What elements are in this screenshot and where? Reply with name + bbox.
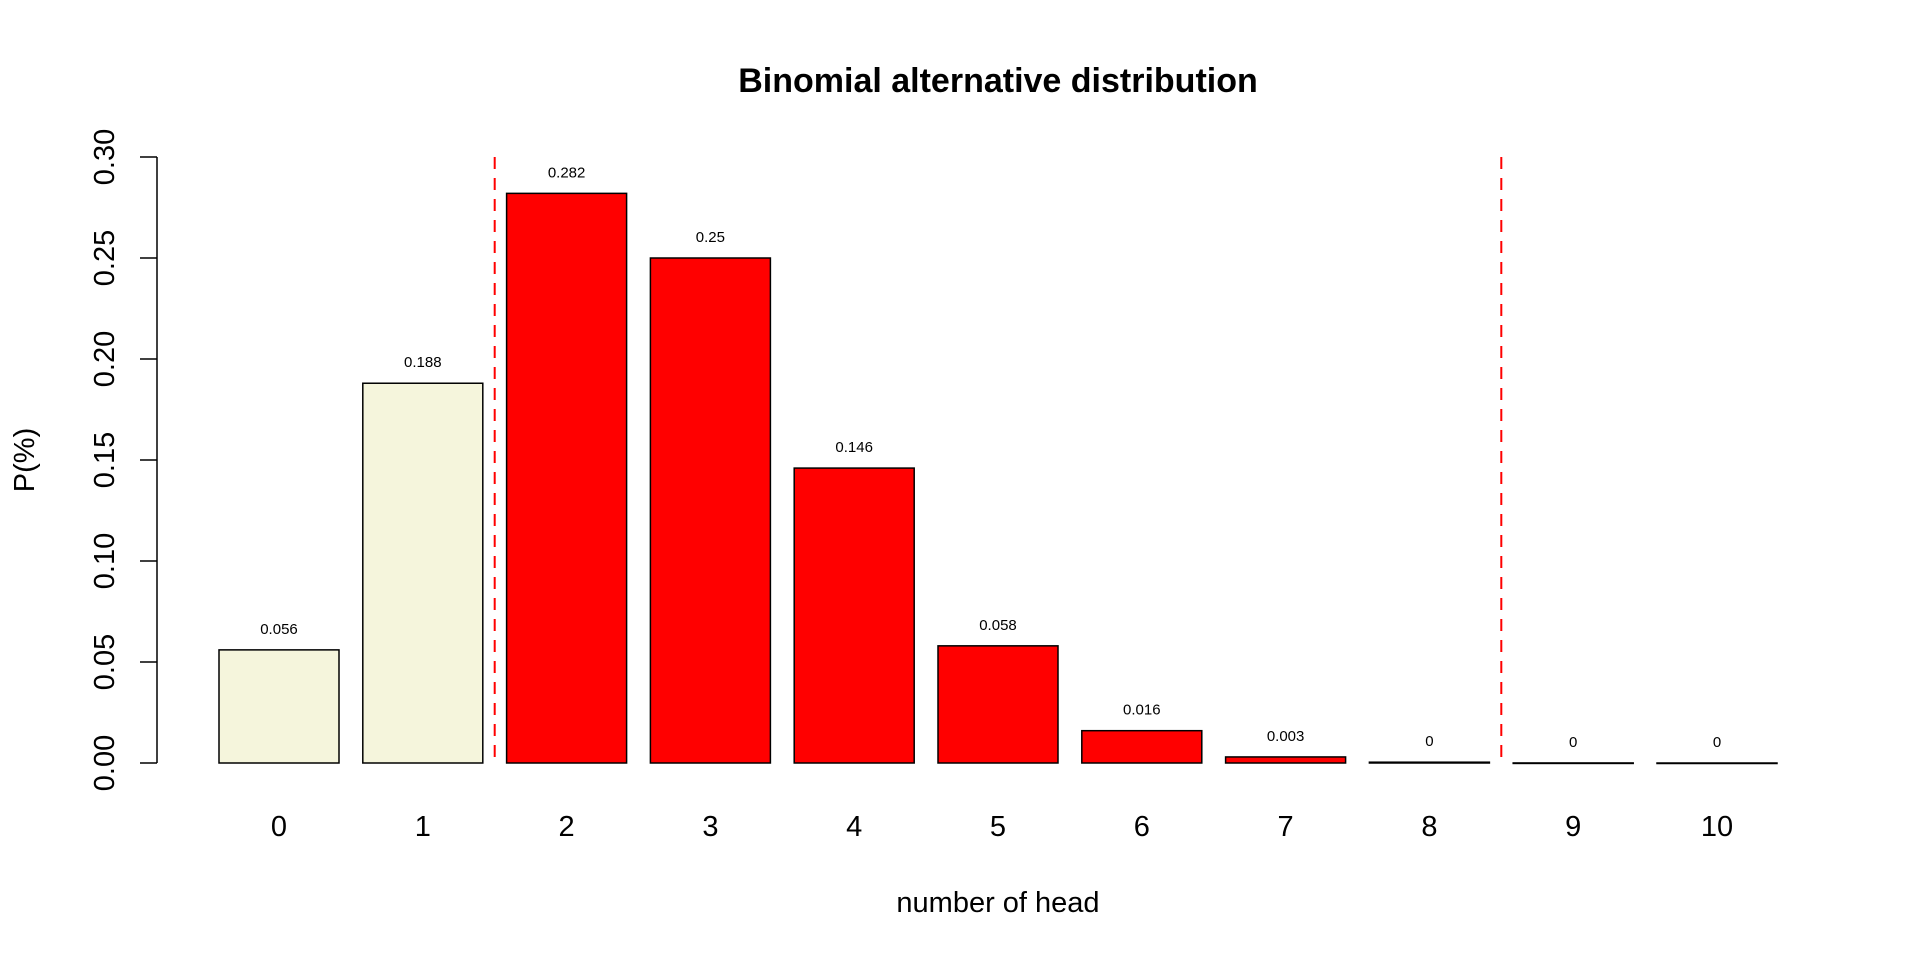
y-tick-label: 0.00: [89, 735, 121, 791]
bar-8: [1368, 761, 1491, 764]
reference-lines: [493, 157, 1503, 763]
y-tick-label: 0.25: [89, 230, 121, 286]
bar-6: [1081, 729, 1203, 764]
x-tick-label: 7: [1278, 811, 1294, 843]
bar-2: [505, 192, 628, 764]
data-label: 0: [1425, 733, 1433, 750]
y-tick-label: 0.30: [89, 129, 121, 185]
bars: 0.056 0 0.188 1 0.282 2 0.25 3 0.146 4 0.058 5 0.016…: [218, 164, 1778, 843]
data-label: 0.188: [404, 354, 442, 371]
data-label: 0.058: [979, 617, 1017, 634]
data-label: 0: [1713, 734, 1721, 751]
bar-4: [793, 467, 915, 764]
x-tick-label: 3: [702, 811, 718, 843]
data-label: 0.146: [835, 439, 873, 456]
x-tick-label: 1: [415, 811, 431, 843]
bar-0: [218, 649, 340, 764]
y-tick-label: 0.05: [89, 634, 121, 690]
x-tick-label: 2: [559, 811, 575, 843]
y-tick-label: 0.15: [89, 432, 121, 488]
y-axis-label: P(%): [9, 428, 41, 492]
x-tick-label: 9: [1565, 811, 1581, 843]
x-tick-label: 6: [1134, 811, 1150, 843]
x-tick-label: 10: [1701, 811, 1733, 843]
data-label: 0: [1569, 734, 1577, 751]
bar-5: [937, 645, 1059, 764]
y-tick-label: 0.10: [89, 533, 121, 589]
bar-9: [1512, 762, 1634, 765]
data-label: 0.25: [696, 229, 725, 246]
data-label: 0.003: [1267, 728, 1305, 745]
x-axis-label: number of head: [896, 887, 1099, 919]
x-tick-label: 4: [846, 811, 862, 843]
x-tick-label: 8: [1421, 811, 1437, 843]
bar-3: [649, 257, 772, 764]
bar-1: [362, 382, 484, 764]
chart-title: Binomial alternative distribution: [738, 62, 1258, 100]
bar-10: [1656, 762, 1778, 765]
data-label: 0.016: [1123, 702, 1161, 719]
x-tick-label: 5: [990, 811, 1006, 843]
data-label: 0.056: [260, 621, 298, 638]
bar-7: [1224, 756, 1347, 764]
y-axis: 0.00 0.05 0.10 0.15 0.20 0.25 0.30: [89, 129, 158, 791]
x-tick-label: 0: [271, 811, 287, 843]
y-tick-label: 0.20: [89, 331, 121, 387]
data-label: 0.282: [548, 164, 586, 181]
